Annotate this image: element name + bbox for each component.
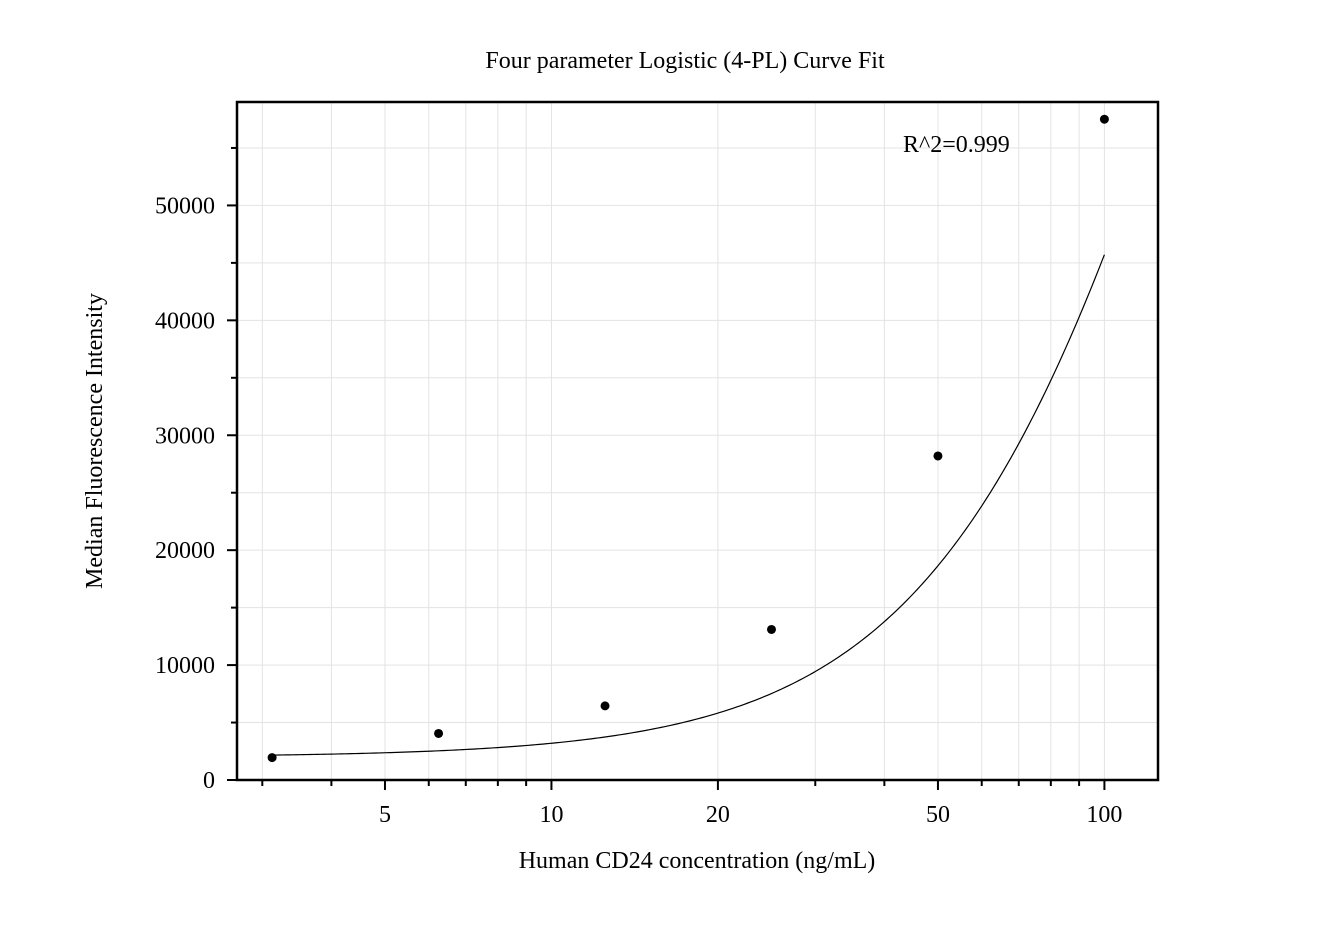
y-tick-label: 50000 [155, 193, 215, 219]
data-point [766, 624, 776, 634]
y-tick-label: 0 [203, 768, 215, 794]
x-axis-label: Human CD24 concentration (ng/mL) [519, 848, 876, 874]
x-axis-ticks: 5 10 20 50 100 [261, 780, 1122, 828]
x-tick-label: 20 [706, 802, 730, 828]
data-points [267, 114, 1109, 763]
y-tick-label: 20000 [155, 538, 215, 564]
y-tick-label: 10000 [155, 653, 215, 679]
x-tick-label: 100 [1086, 802, 1122, 828]
y-axis-label: Median Fluorescence Intensity [82, 293, 108, 589]
plot-frame [235, 100, 1160, 782]
data-point [434, 728, 444, 738]
fit-curve-layer [272, 254, 1105, 756]
chart-title: Four parameter Logistic (4-PL) Curve Fit [485, 48, 885, 74]
data-point [1099, 114, 1109, 124]
x-tick-label: 5 [379, 802, 391, 828]
data-point [600, 701, 610, 711]
grid [237, 102, 1158, 780]
x-tick-label: 10 [539, 802, 563, 828]
y-axis-ticks: 0 10000 20000 30000 40000 50000 [155, 146, 237, 794]
data-point [933, 451, 943, 461]
y-tick-label: 30000 [155, 423, 215, 449]
x-tick-label: 50 [926, 802, 950, 828]
fit-curve [272, 254, 1105, 756]
data-point [267, 753, 277, 763]
r-squared-annotation: R^2=0.999 [903, 132, 1010, 158]
y-tick-label: 40000 [155, 308, 215, 334]
